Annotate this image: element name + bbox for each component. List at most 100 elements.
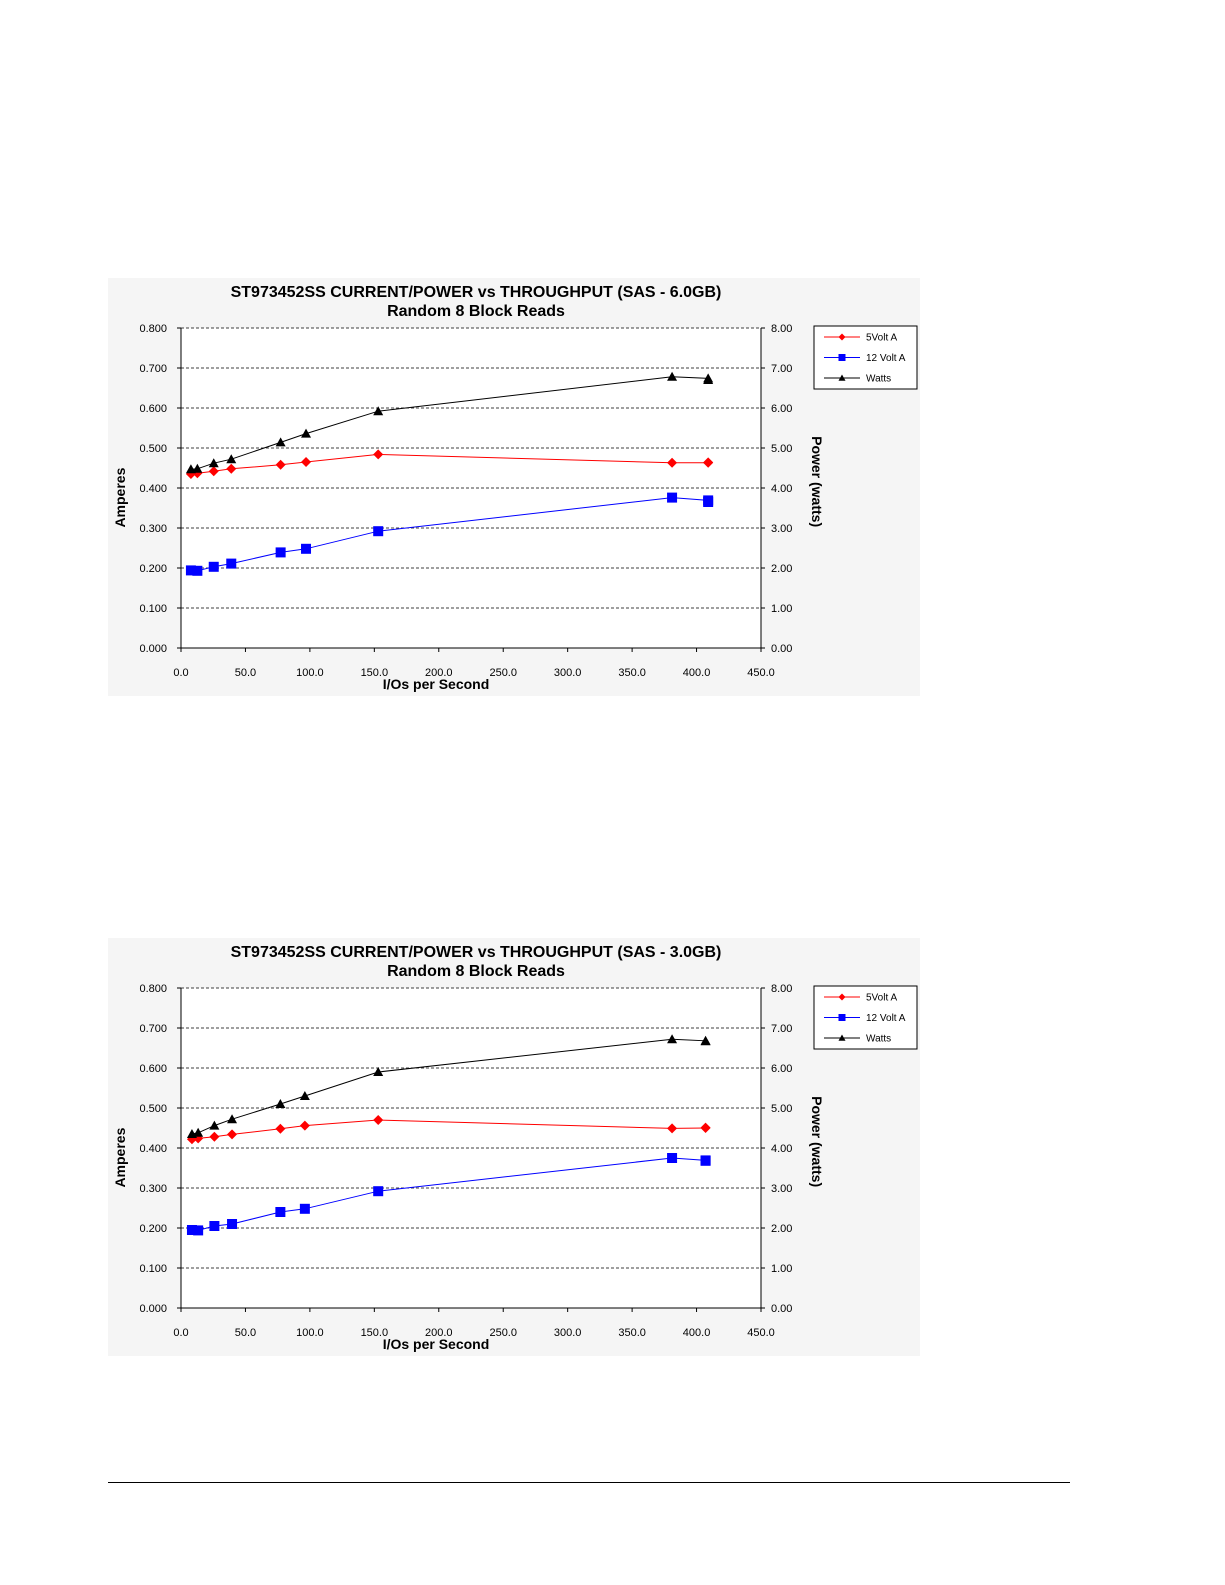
series-12-volt-a <box>186 1153 711 1236</box>
x-tick-label: 350.0 <box>618 667 646 679</box>
y2-tick-label: 0.00 <box>771 1303 792 1315</box>
legend-label: 5Volt A <box>866 993 897 1004</box>
y-tick-label: 0.100 <box>139 603 167 615</box>
x-tick-label: 400.0 <box>683 1327 711 1339</box>
x-axis-title: I/Os per Second <box>383 1336 490 1352</box>
y2-tick-label: 6.00 <box>771 1063 792 1075</box>
data-point-diamond <box>703 457 714 468</box>
y-tick-label: 0.000 <box>139 1303 167 1315</box>
x-tick-label: 50.0 <box>235 1327 256 1339</box>
data-point-triangle <box>301 428 312 438</box>
y-tick-label: 0.800 <box>139 323 167 335</box>
y-tick-label: 0.300 <box>139 523 167 535</box>
data-point-square <box>838 1014 846 1021</box>
data-point-diamond <box>226 463 237 474</box>
series-line <box>190 376 709 470</box>
legend-label: Watts <box>866 374 891 385</box>
data-point-diamond <box>700 1122 711 1133</box>
legend-label: 5Volt A <box>866 333 897 344</box>
series-line <box>191 1119 707 1140</box>
y2-tick-label: 8.00 <box>771 983 792 995</box>
series-line <box>191 1157 707 1231</box>
data-point-diamond <box>227 1129 238 1140</box>
chart-subtitle: Random 8 Block Reads <box>387 303 565 320</box>
data-point-diamond <box>667 457 678 468</box>
y-tick-label: 0.000 <box>139 643 167 655</box>
y2-tick-label: 1.00 <box>771 1263 792 1275</box>
y-axis-title: Amperes <box>112 467 128 527</box>
y2-tick-label: 7.00 <box>771 363 792 375</box>
x-tick-label: 450.0 <box>747 1327 775 1339</box>
y-axis-title: Amperes <box>112 1127 128 1187</box>
y2-tick-label: 0.00 <box>771 643 792 655</box>
data-point-triangle <box>838 1034 846 1041</box>
x-tick-label: 100.0 <box>296 667 324 679</box>
data-point-diamond <box>186 1134 197 1145</box>
y-tick-label: 0.200 <box>139 1223 167 1235</box>
x-tick-label: 250.0 <box>489 1327 517 1339</box>
data-point-triangle <box>275 1099 286 1108</box>
data-point-square <box>193 1225 204 1236</box>
y-tick-label: 0.500 <box>139 1103 167 1115</box>
data-point-triangle <box>275 437 286 447</box>
y2-tick-label: 2.00 <box>771 1223 792 1235</box>
legend: 5Volt A 12 Volt A Watts <box>813 325 918 390</box>
data-point-triangle <box>838 374 846 381</box>
x-tick-label: 300.0 <box>554 1327 582 1339</box>
x-tick-label: 0.0 <box>173 667 188 679</box>
data-point-square <box>227 1219 238 1229</box>
series-12-volt-a <box>185 492 714 576</box>
y2-tick-label: 5.00 <box>771 443 792 455</box>
y-tick-label: 0.800 <box>139 983 167 995</box>
data-point-triangle <box>373 1067 384 1076</box>
data-point-square <box>209 1221 220 1231</box>
data-point-square <box>275 1207 286 1217</box>
data-point-diamond <box>299 1120 310 1131</box>
data-point-triangle <box>373 406 384 416</box>
data-point-diamond <box>301 457 312 467</box>
data-point-triangle <box>193 1127 204 1137</box>
x-axis-title: I/Os per Second <box>383 676 490 692</box>
data-point-square <box>700 1155 711 1166</box>
x-tick-label: 200.0 <box>425 667 453 679</box>
legend-label: Watts <box>866 1034 891 1045</box>
x-tick-label: 250.0 <box>489 667 517 679</box>
x-tick-label: 400.0 <box>683 667 711 679</box>
x-tick-label: 350.0 <box>618 1327 646 1339</box>
data-point-triangle <box>703 375 714 384</box>
data-point-triangle <box>209 1120 220 1130</box>
data-point-triangle <box>208 458 219 468</box>
chart-svg: ST973452SS CURRENT/POWER vs THROUGHPUT (… <box>108 938 920 1356</box>
chart-sas-6gb: ST973452SS CURRENT/POWER vs THROUGHPUT (… <box>108 278 920 696</box>
y-tick-label: 0.400 <box>139 483 167 495</box>
y-tick-label: 0.600 <box>139 1063 167 1075</box>
y-tick-label: 0.600 <box>139 403 167 415</box>
y2-tick-label: 5.00 <box>771 1103 792 1115</box>
data-point-square <box>838 354 846 361</box>
data-point-square <box>667 1153 678 1163</box>
data-point-square <box>185 565 196 576</box>
data-point-square <box>275 547 286 558</box>
y-tick-label: 0.400 <box>139 1143 167 1155</box>
y-tick-label: 0.500 <box>139 443 167 455</box>
data-point-square <box>667 492 678 503</box>
data-point-triangle <box>226 454 237 464</box>
chart-title: ST973452SS CURRENT/POWER vs THROUGHPUT (… <box>231 944 722 961</box>
data-point-square <box>299 1203 310 1214</box>
data-point-square <box>301 543 312 554</box>
series-watts <box>185 371 714 474</box>
data-point-diamond <box>373 449 384 460</box>
chart-subtitle: Random 8 Block Reads <box>387 963 565 980</box>
data-point-triangle <box>299 1091 310 1100</box>
data-point-triangle <box>227 1114 238 1124</box>
y2-tick-label: 7.00 <box>771 1023 792 1035</box>
data-point-square <box>186 1225 197 1235</box>
y-tick-label: 0.700 <box>139 363 167 375</box>
legend: 5Volt A 12 Volt A Watts <box>813 985 918 1050</box>
y2-tick-label: 3.00 <box>771 1183 792 1195</box>
y-tick-label: 0.700 <box>139 1023 167 1035</box>
chart-sas-3gb: ST973452SS CURRENT/POWER vs THROUGHPUT (… <box>108 938 920 1356</box>
data-point-square <box>373 526 384 537</box>
data-point-triangle <box>667 1034 678 1044</box>
y-tick-label: 0.100 <box>139 1263 167 1275</box>
